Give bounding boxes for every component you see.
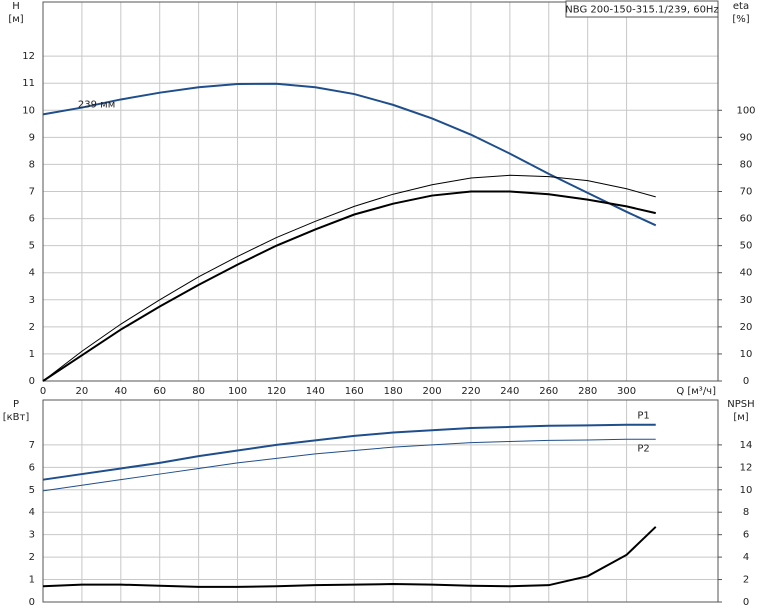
y2-tick-label: 50 <box>740 241 753 252</box>
y2-axis-label: [%] <box>732 14 749 25</box>
curve-label: 239 мм <box>78 100 115 111</box>
plot-frame <box>42 1 719 382</box>
curve-label: P1 <box>637 411 649 422</box>
y-tick-label: 1 <box>29 349 35 360</box>
y2-tick-label: 70 <box>740 187 753 198</box>
y-tick-label: 1 <box>29 575 35 586</box>
y2-tick-label: 14 <box>740 440 753 451</box>
curve <box>42 438 656 492</box>
x-tick-label: 220 <box>461 386 480 397</box>
y2-tick-label: 60 <box>740 214 753 225</box>
curve <box>42 174 656 382</box>
y-tick-label: 6 <box>29 462 35 473</box>
y2-axis-label: [м] <box>733 412 748 423</box>
y-tick-label: 5 <box>29 485 35 496</box>
y2-axis-label: NPSH <box>727 399 754 410</box>
y-tick-label: 9 <box>29 132 35 143</box>
y-tick-label: 0 <box>29 597 35 608</box>
chart-title: NBG 200-150-315.1/239, 60Hz <box>565 5 718 16</box>
y-tick-label: 2 <box>29 552 35 563</box>
y2-tick-label: 8 <box>743 507 749 518</box>
x-tick-label: 100 <box>228 386 247 397</box>
y-tick-label: 8 <box>29 159 35 170</box>
curve <box>42 526 657 588</box>
y-tick-label: 7 <box>29 187 35 198</box>
y-tick-label: 12 <box>22 51 35 62</box>
y2-tick-label: 10 <box>740 349 753 360</box>
curve <box>42 82 657 227</box>
y2-tick-label: 0 <box>743 376 749 387</box>
y2-tick-label: 40 <box>740 268 753 279</box>
y2-tick-label: 80 <box>740 159 753 170</box>
y-tick-label: 3 <box>29 295 35 306</box>
y2-tick-label: 100 <box>736 105 755 116</box>
y-axis-label: [м] <box>8 14 23 25</box>
y2-axis-label: eta <box>733 1 749 12</box>
y-tick-label: 11 <box>22 78 35 89</box>
curve <box>42 190 656 382</box>
x-tick-label: 300 <box>617 386 636 397</box>
y2-tick-label: 12 <box>740 462 753 473</box>
y-axis-label: [кВт] <box>3 412 30 423</box>
x-tick-label: 200 <box>423 386 442 397</box>
y-tick-label: 3 <box>29 530 35 541</box>
y-tick-label: 0 <box>29 376 35 387</box>
x-tick-label: 40 <box>114 386 127 397</box>
y2-tick-label: 90 <box>740 132 753 143</box>
y2-tick-label: 30 <box>740 295 753 306</box>
y-tick-label: 5 <box>29 241 35 252</box>
y2-tick-label: 4 <box>743 552 749 563</box>
x-axis-label: Q [м³/ч] <box>676 386 716 397</box>
y2-tick-label: 0 <box>743 597 749 608</box>
y-tick-label: 4 <box>29 268 35 279</box>
x-tick-label: 140 <box>306 386 325 397</box>
x-tick-label: 80 <box>192 386 205 397</box>
y2-tick-label: 20 <box>740 322 753 333</box>
curve-label: P2 <box>637 443 649 454</box>
y-tick-label: 4 <box>29 507 35 518</box>
y-axis-label: H <box>12 1 20 12</box>
x-tick-label: 280 <box>578 386 597 397</box>
y-tick-label: 2 <box>29 322 35 333</box>
x-tick-label: 160 <box>345 386 364 397</box>
y-tick-label: 10 <box>22 105 35 116</box>
x-tick-label: 120 <box>267 386 286 397</box>
title-box <box>565 0 719 18</box>
y2-tick-label: 10 <box>740 485 753 496</box>
y2-tick-label: 2 <box>743 575 749 586</box>
y-tick-label: 7 <box>29 440 35 451</box>
plot-frame <box>42 399 719 603</box>
y2-tick-label: 6 <box>743 530 749 541</box>
x-tick-label: 20 <box>76 386 89 397</box>
y-axis-label: P <box>13 399 19 410</box>
x-tick-label: 180 <box>384 386 403 397</box>
curve <box>42 423 656 481</box>
x-tick-label: 240 <box>500 386 519 397</box>
y-tick-label: 6 <box>29 214 35 225</box>
x-tick-label: 60 <box>153 386 166 397</box>
x-tick-label: 260 <box>539 386 558 397</box>
x-tick-label: 0 <box>40 386 46 397</box>
